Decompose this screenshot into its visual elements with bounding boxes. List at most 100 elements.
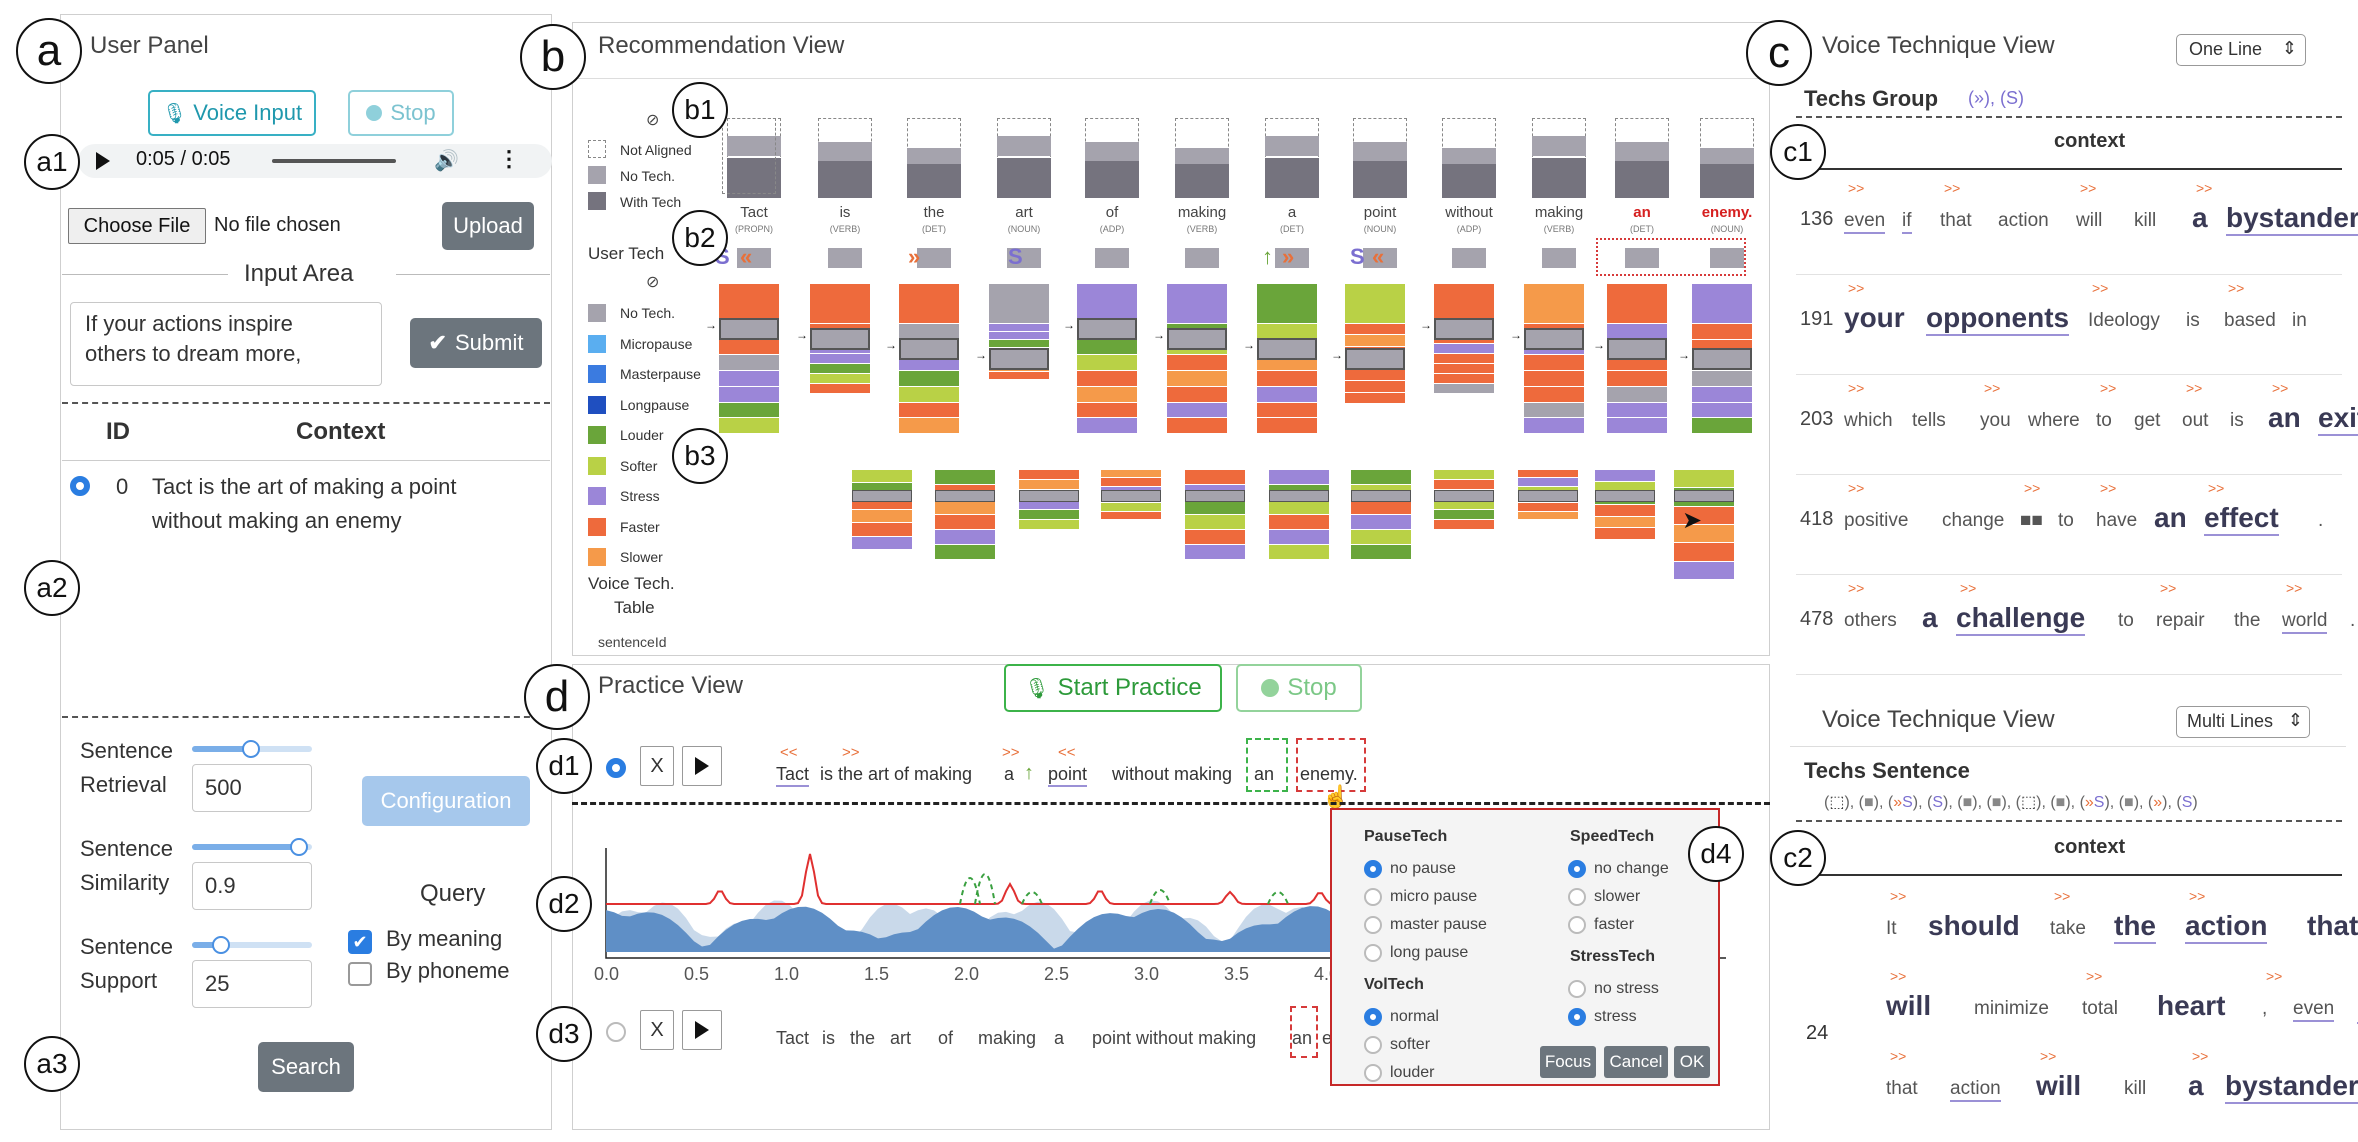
rec-seg-0-5[interactable] bbox=[719, 386, 779, 402]
rec-seg-9-5[interactable] bbox=[1524, 386, 1584, 402]
rec-seg-6-5[interactable] bbox=[1257, 386, 1317, 402]
stress-radio-0[interactable] bbox=[1568, 980, 1586, 998]
sub-seg-1-4[interactable] bbox=[852, 523, 912, 536]
user-tech-box-5[interactable] bbox=[1185, 248, 1219, 268]
support-slider-knob[interactable] bbox=[212, 936, 230, 954]
d3-play-button[interactable] bbox=[682, 1010, 722, 1050]
rec-seg-0-7[interactable] bbox=[719, 418, 779, 433]
vol-radio-0[interactable] bbox=[1364, 1008, 1382, 1026]
sub-seg-4-1[interactable] bbox=[1101, 478, 1161, 486]
user-tech-box-2[interactable] bbox=[917, 248, 951, 268]
d3-radio[interactable] bbox=[606, 1022, 626, 1042]
sub-seg-2-2[interactable] bbox=[935, 500, 995, 514]
d3-an-box[interactable] bbox=[1290, 1006, 1318, 1058]
rec-seg-4-7[interactable] bbox=[1077, 418, 1137, 433]
rec-seg-8-5[interactable] bbox=[1434, 364, 1494, 373]
rec-seg-5-3[interactable] bbox=[1167, 355, 1227, 371]
start-practice-button[interactable]: 🎙 Start Practice bbox=[1004, 664, 1222, 712]
rec-highlight-4[interactable] bbox=[1077, 318, 1137, 340]
rec-seg-3-0[interactable] bbox=[989, 284, 1049, 323]
sub-seg-6-0[interactable] bbox=[1269, 470, 1329, 484]
sub-seg-5-0[interactable] bbox=[1185, 470, 1245, 484]
sub-seg-8-4[interactable] bbox=[1434, 510, 1494, 519]
rec-seg-8-3[interactable] bbox=[1434, 344, 1494, 353]
rec-seg-11-5[interactable] bbox=[1692, 386, 1752, 402]
rec-seg-6-1[interactable] bbox=[1257, 324, 1317, 339]
an-dashed-box[interactable] bbox=[1246, 738, 1288, 792]
sub-seg-1-3[interactable] bbox=[852, 510, 912, 523]
configuration-button[interactable]: Configuration bbox=[362, 776, 530, 826]
rec-seg-11-0[interactable] bbox=[1692, 284, 1752, 323]
sub-highlight-2[interactable] bbox=[935, 490, 995, 502]
sub-seg-6-3[interactable] bbox=[1269, 515, 1329, 529]
sub-seg-3-1[interactable] bbox=[1019, 480, 1079, 489]
support-input[interactable]: 25 bbox=[192, 960, 312, 1008]
play-icon[interactable] bbox=[96, 152, 110, 170]
by-phoneme-checkbox[interactable] bbox=[348, 962, 372, 986]
rec-seg-3-1[interactable] bbox=[989, 324, 1049, 331]
rec-seg-4-6[interactable] bbox=[1077, 402, 1137, 418]
context-row-0[interactable] bbox=[1796, 178, 2342, 275]
sub-seg-3-0[interactable] bbox=[1019, 470, 1079, 479]
context-row-4[interactable] bbox=[1796, 578, 2342, 675]
rec-seg-0-4[interactable] bbox=[719, 371, 779, 386]
rec-seg-4-3[interactable] bbox=[1077, 355, 1137, 371]
rec-highlight-11[interactable] bbox=[1692, 348, 1752, 370]
rec-seg-9-0[interactable] bbox=[1524, 284, 1584, 323]
sub-seg-2-3[interactable] bbox=[935, 515, 995, 529]
user-tech-box-3[interactable] bbox=[1007, 248, 1041, 268]
user-tech-box-9[interactable] bbox=[1542, 248, 1576, 268]
audio-progress[interactable] bbox=[272, 159, 396, 163]
user-tech-box-10[interactable] bbox=[1625, 248, 1659, 268]
sub-seg-1-5[interactable] bbox=[852, 536, 912, 549]
rec-seg-4-4[interactable] bbox=[1077, 371, 1137, 386]
rec-seg-7-5[interactable] bbox=[1345, 369, 1405, 381]
user-tech-box-6[interactable] bbox=[1275, 248, 1309, 268]
similarity-input[interactable]: 0.9 bbox=[192, 862, 312, 910]
sub-seg-11-0[interactable] bbox=[1674, 470, 1734, 488]
rec-seg-11-1[interactable] bbox=[1692, 324, 1752, 339]
rec-seg-1-6[interactable] bbox=[810, 374, 870, 383]
rec-seg-11-4[interactable] bbox=[1692, 371, 1752, 386]
rec-seg-7-2[interactable] bbox=[1345, 335, 1405, 346]
sub-seg-8-1[interactable] bbox=[1434, 480, 1494, 489]
sub-seg-11-2[interactable] bbox=[1674, 506, 1734, 524]
rec-seg-5-0[interactable] bbox=[1167, 284, 1227, 323]
rec-seg-9-4[interactable] bbox=[1524, 371, 1584, 386]
more-icon[interactable]: ⋮ bbox=[498, 146, 520, 171]
sub-highlight-10[interactable] bbox=[1595, 490, 1655, 502]
pause-radio-0[interactable] bbox=[1364, 860, 1382, 878]
sub-seg-7-2[interactable] bbox=[1351, 500, 1411, 514]
rec-seg-7-6[interactable] bbox=[1345, 381, 1405, 392]
sub-highlight-7[interactable] bbox=[1351, 490, 1411, 502]
sub-seg-1-0[interactable] bbox=[852, 470, 912, 483]
context-row-2[interactable] bbox=[1796, 378, 2342, 475]
choose-file-button[interactable]: Choose File bbox=[68, 208, 206, 244]
sub-seg-5-5[interactable] bbox=[1185, 545, 1245, 559]
rec-seg-11-7[interactable] bbox=[1692, 418, 1752, 433]
user-tech-box-11[interactable] bbox=[1710, 248, 1744, 268]
rec-seg-7-7[interactable] bbox=[1345, 392, 1405, 403]
sub-seg-11-5[interactable] bbox=[1674, 561, 1734, 579]
d3-x-button[interactable]: X bbox=[640, 1010, 674, 1050]
sub-seg-9-5[interactable] bbox=[1518, 511, 1578, 519]
rec-seg-9-7[interactable] bbox=[1524, 418, 1584, 433]
rec-seg-10-7[interactable] bbox=[1607, 418, 1667, 433]
sub-seg-9-0[interactable] bbox=[1518, 470, 1578, 478]
rec-seg-11-6[interactable] bbox=[1692, 402, 1752, 418]
tech-popup[interactable] bbox=[1330, 808, 1720, 1086]
sub-seg-9-1[interactable] bbox=[1518, 478, 1578, 486]
by-meaning-checkbox[interactable]: ✔ bbox=[348, 930, 372, 954]
rec-seg-6-4[interactable] bbox=[1257, 371, 1317, 386]
speed-radio-0[interactable] bbox=[1568, 860, 1586, 878]
sub-seg-10-0[interactable] bbox=[1595, 470, 1655, 481]
rec-seg-2-4[interactable] bbox=[899, 371, 959, 386]
rec-seg-0-3[interactable] bbox=[719, 355, 779, 371]
retrieval-slider-knob[interactable] bbox=[242, 740, 260, 758]
rec-highlight-10[interactable] bbox=[1607, 338, 1667, 360]
rec-seg-3-2[interactable] bbox=[989, 332, 1049, 339]
vol-radio-1[interactable] bbox=[1364, 1036, 1382, 1054]
sentence-textarea[interactable]: If your actions inspire others to dream … bbox=[70, 302, 382, 386]
sub-seg-3-4[interactable] bbox=[1019, 510, 1079, 519]
voice-input-button[interactable]: 🎙 Voice Input bbox=[148, 90, 316, 136]
